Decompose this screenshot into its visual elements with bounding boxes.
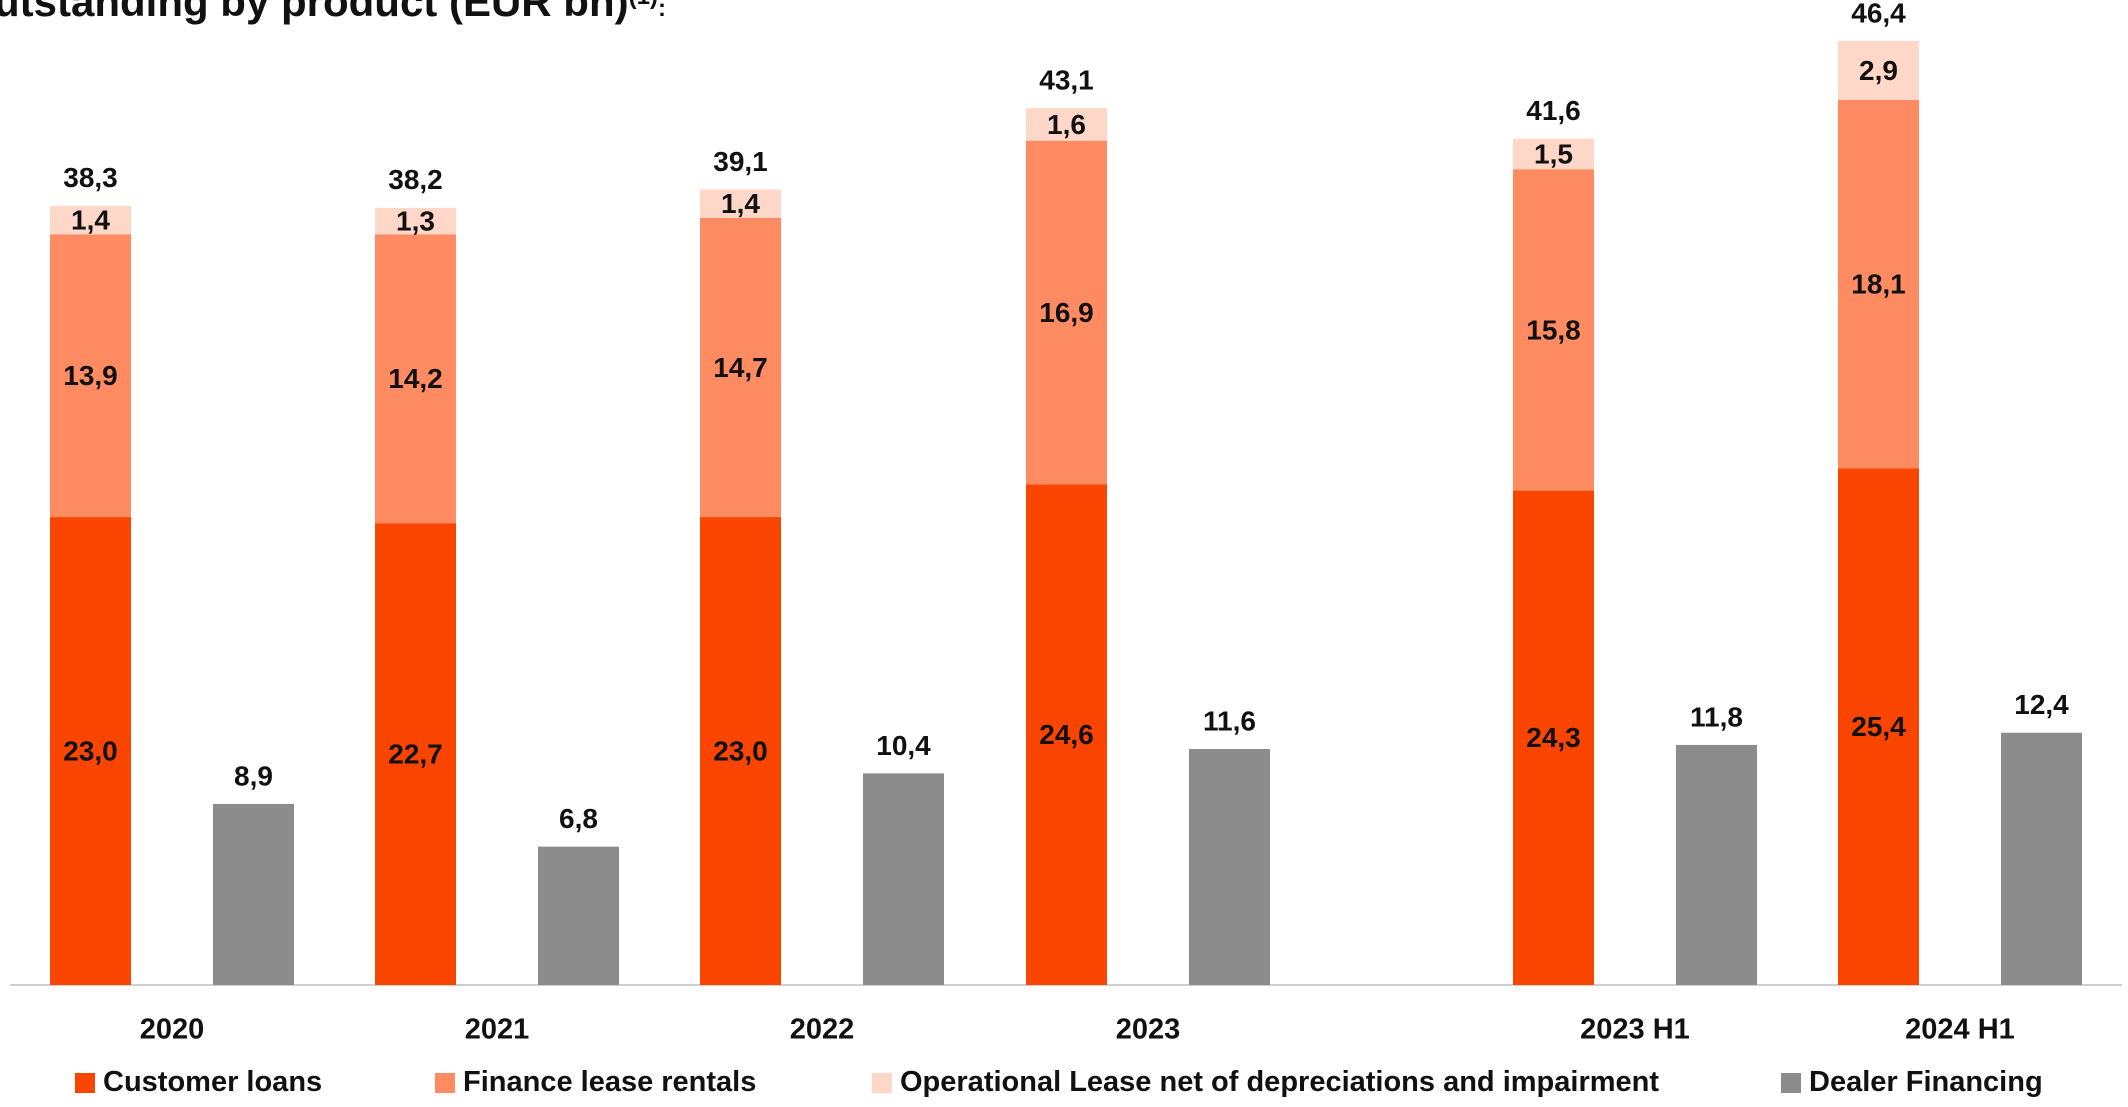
bar-operational-lease — [1838, 41, 1919, 100]
legend-item-operational-lease: Operational Lease net of depreciations a… — [872, 1066, 1659, 1099]
data-label-dealer-financing: 6,8 — [559, 803, 598, 834]
bar-dealer-financing — [1189, 749, 1270, 985]
chart-title: utstanding by product (EUR bn)(1): — [0, 0, 666, 25]
bar-customer-loans — [700, 517, 781, 985]
legend-item-customer-loans: Customer loans — [75, 1066, 322, 1099]
bars-layer — [50, 41, 2082, 985]
bar-finance-lease — [375, 234, 456, 524]
data-label-dealer-financing: 11,8 — [1690, 701, 1743, 732]
legend-swatch-operational-lease — [872, 1072, 892, 1093]
legend-label: Dealer Financing — [1809, 1066, 2043, 1098]
bar-dealer-financing — [1676, 744, 1757, 985]
data-label-operational-lease: 1,6 — [1047, 109, 1086, 140]
data-label-customer-loans: 24,6 — [1039, 719, 1094, 750]
bar-customer-loans — [375, 523, 456, 985]
bar-customer-loans — [50, 517, 131, 985]
data-label-customer-loans: 25,4 — [1851, 711, 1906, 742]
data-label-finance-lease: 15,8 — [1526, 314, 1581, 345]
data-label-operational-lease: 1,3 — [396, 205, 435, 236]
labels-layer: 23,0 13,9 1,4 38,3 8,9 22,7 14,2 1,3 38,2 6,8 23,0… — [63, 0, 2069, 834]
total-label: 38,3 — [63, 162, 118, 193]
chart-title-main: utstanding by product (EUR bn) — [0, 0, 629, 25]
total-label: 38,2 — [388, 164, 443, 195]
x-tick-layer: 2020 2021 2022 2023 2023 H1 2024 H1 — [140, 1014, 2015, 1046]
total-label: 43,1 — [1039, 65, 1094, 96]
legend-label: Operational Lease net of depreciations a… — [900, 1066, 1660, 1098]
bar-dealer-financing — [2001, 732, 2082, 985]
data-label-dealer-financing: 8,9 — [234, 760, 273, 791]
bar-finance-lease — [1513, 169, 1594, 491]
x-tick-label: 2024 H1 — [1905, 1014, 2015, 1046]
legend-swatch-customer-loans — [75, 1072, 95, 1093]
data-label-customer-loans: 23,0 — [63, 735, 118, 766]
bar-dealer-financing — [213, 803, 294, 985]
data-label-finance-lease: 14,2 — [388, 363, 443, 394]
data-label-dealer-financing: 11,6 — [1203, 705, 1256, 736]
x-tick-label: 2020 — [140, 1014, 205, 1046]
x-tick-label: 2022 — [790, 1014, 855, 1046]
bar-operational-lease — [700, 189, 781, 218]
legend-item-finance-lease: Finance lease rentals — [435, 1066, 756, 1099]
bar-dealer-financing — [863, 773, 944, 985]
data-label-operational-lease: 2,9 — [1859, 55, 1898, 86]
bar-customer-loans — [1513, 490, 1594, 985]
data-label-operational-lease: 1,4 — [71, 204, 110, 235]
legend-item-dealer-financing: Dealer Financing — [1781, 1066, 2043, 1099]
bar-finance-lease — [1838, 100, 1919, 469]
data-label-customer-loans: 23,0 — [713, 735, 768, 766]
bar-customer-loans — [1026, 484, 1107, 985]
bar-customer-loans — [1838, 468, 1919, 985]
data-label-customer-loans: 22,7 — [388, 738, 443, 769]
total-label: 41,6 — [1526, 95, 1581, 126]
data-label-finance-lease: 18,1 — [1851, 269, 1906, 300]
data-label-customer-loans: 24,3 — [1526, 722, 1581, 753]
legend-label: Customer loans — [103, 1066, 323, 1098]
bar-finance-lease — [700, 218, 781, 518]
chart-title-suffix: : — [658, 0, 666, 22]
total-label: 46,4 — [1851, 0, 1906, 28]
data-label-operational-lease: 1,4 — [721, 188, 760, 219]
legend-label: Finance lease rentals — [463, 1066, 757, 1098]
data-label-operational-lease: 1,5 — [1534, 138, 1573, 169]
bar-finance-lease — [50, 234, 131, 518]
chart: utstanding by product (EUR bn)(1): 23,0 1… — [0, 0, 2122, 1046]
total-label: 39,1 — [713, 146, 768, 177]
data-label-finance-lease: 13,9 — [63, 360, 118, 391]
bar-operational-lease — [1026, 108, 1107, 141]
legend: Customer loans Finance lease rentals Ope… — [0, 1066, 2128, 1102]
legend-swatch-finance-lease — [435, 1072, 455, 1093]
bar-dealer-financing — [538, 846, 619, 985]
bar-operational-lease — [50, 205, 131, 235]
data-label-finance-lease: 16,9 — [1039, 297, 1094, 328]
data-label-finance-lease: 14,7 — [713, 352, 768, 383]
data-label-dealer-financing: 12,4 — [2014, 689, 2069, 720]
x-tick-label: 2021 — [465, 1014, 530, 1046]
x-tick-label: 2023 H1 — [1580, 1014, 1690, 1046]
bar-finance-lease — [1026, 140, 1107, 485]
chart-title-superscript: (1) — [629, 0, 658, 10]
legend-swatch-dealer-financing — [1781, 1072, 1801, 1093]
data-label-dealer-financing: 10,4 — [876, 730, 931, 761]
bar-operational-lease — [1513, 138, 1594, 170]
x-tick-label: 2023 — [1116, 1014, 1181, 1046]
bar-operational-lease — [375, 207, 456, 235]
